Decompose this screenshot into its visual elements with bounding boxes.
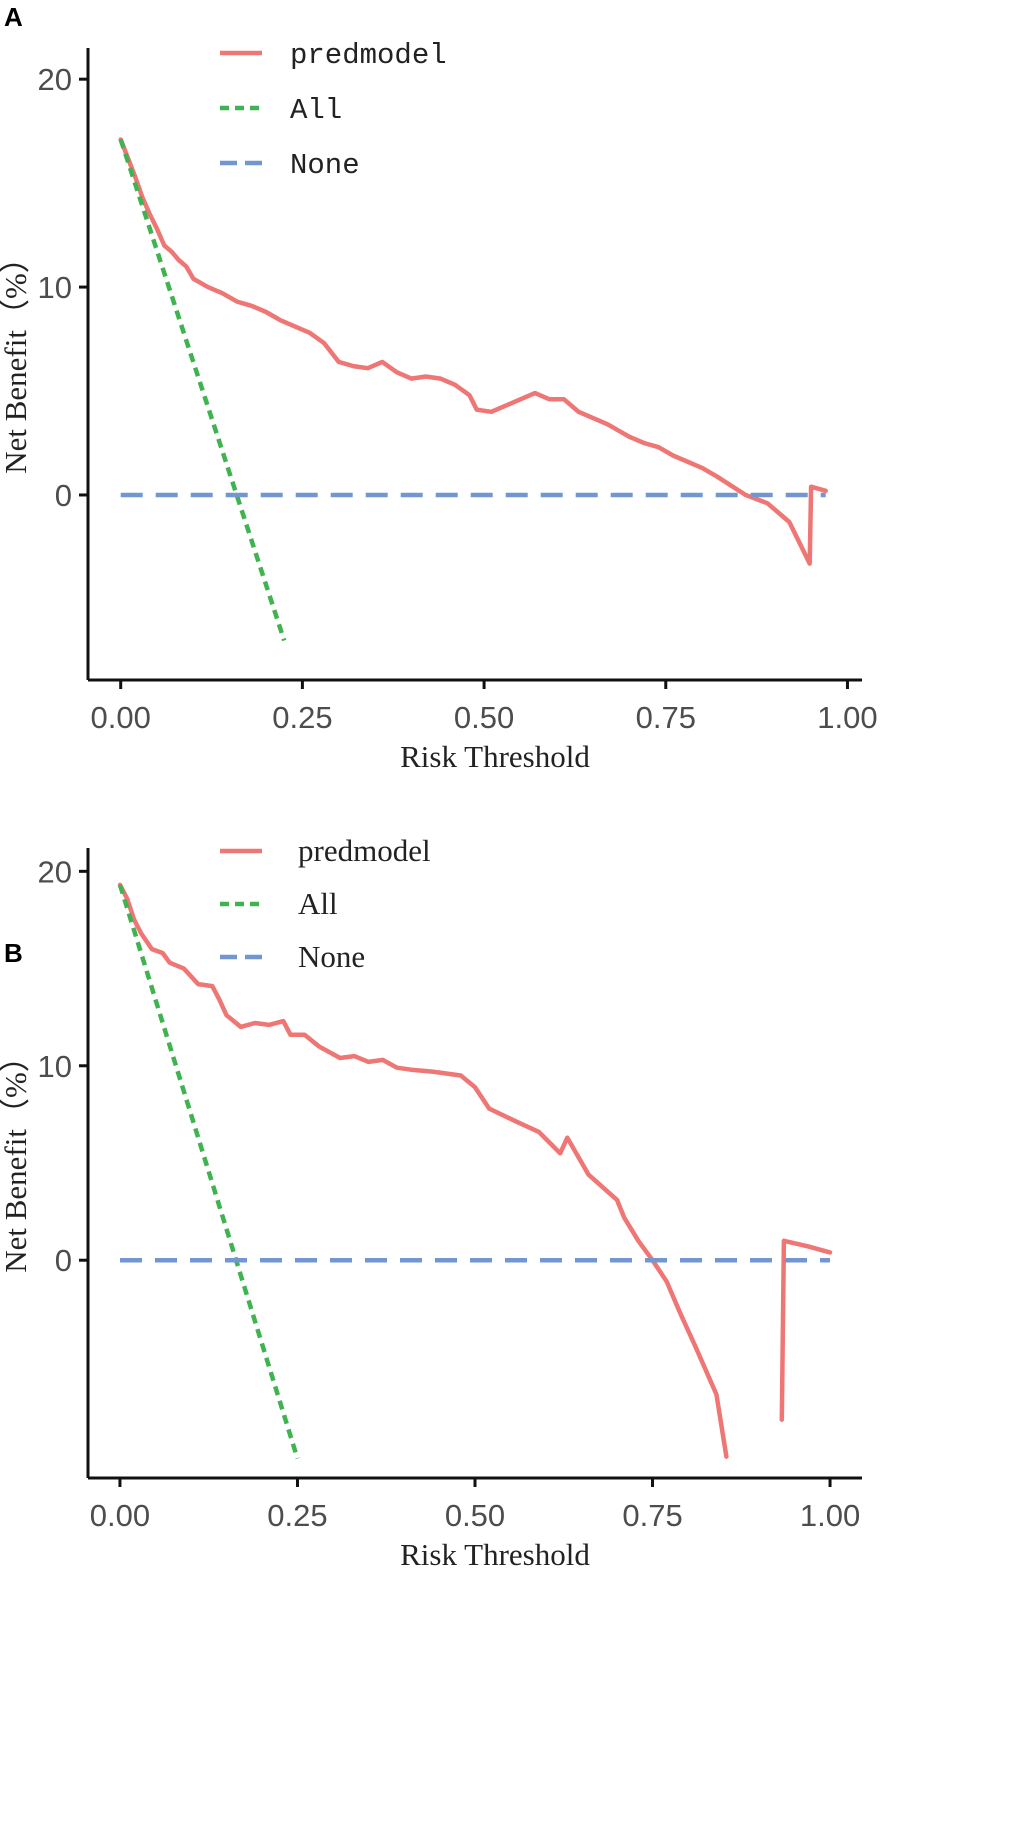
y-tick-label: 10 [38, 1049, 72, 1084]
x-axis-title-a: Risk Threshold [400, 739, 590, 774]
x-axis-title-b: Risk Threshold [400, 1537, 590, 1572]
legend-label-predmodel: predmodel [290, 39, 447, 72]
legend-label-none: None [290, 149, 360, 182]
legend-a: predmodel All None [220, 39, 447, 182]
series-line-predmodel [117, 882, 729, 1459]
y-tick-label: 0 [55, 1243, 72, 1278]
y-tick-label: 20 [38, 854, 72, 889]
x-tick-label: 0.75 [636, 700, 696, 735]
axes-a: 0.00 0.25 0.50 0.75 1.00 0 10 20 [38, 48, 878, 735]
y-tick-label: 10 [38, 270, 72, 305]
x-tick-label: 0.25 [272, 700, 332, 735]
x-tick-label: 1.00 [817, 700, 877, 735]
x-tick-label: 0.50 [445, 1498, 505, 1533]
x-tick-label: 0.25 [267, 1498, 327, 1533]
x-tick-label: 0.00 [91, 700, 151, 735]
panel-label-b: B [4, 938, 23, 968]
series-line-predmodel-tail [779, 1238, 833, 1422]
legend-label-predmodel: predmodel [298, 833, 431, 868]
series-line-predmodel [118, 137, 828, 566]
axes-b: 0.00 0.25 0.50 0.75 1.00 0 10 20 [38, 848, 862, 1533]
legend-label-all: All [298, 886, 338, 921]
y-tick-label: 0 [55, 478, 72, 513]
x-tick-label: 1.00 [800, 1498, 860, 1533]
legend-label-all: All [290, 94, 342, 127]
series-group-b [117, 882, 833, 1460]
y-axis-title-a: Net Benefit（%） [0, 242, 33, 474]
panel-label-a: A [4, 2, 23, 32]
x-tick-label: 0.75 [622, 1498, 682, 1533]
series-group-a [118, 137, 828, 642]
panel-a: A 0.00 0.25 0.50 0.75 1.00 0 10 20 predmodel All… [0, 2, 878, 774]
x-tick-label: 0.00 [90, 1498, 150, 1533]
series-line-all [117, 884, 300, 1460]
series-line-all [118, 138, 287, 642]
y-tick-label: 20 [38, 62, 72, 97]
panel-b: B 0.00 0.25 0.50 0.75 1.00 0 10 20 predmodel All… [0, 833, 862, 1572]
y-axis-title-b: Net Benefit（%） [0, 1041, 33, 1273]
x-tick-label: 0.50 [454, 700, 514, 735]
legend-label-none: None [298, 939, 365, 974]
legend-b: predmodel All None [220, 833, 431, 974]
